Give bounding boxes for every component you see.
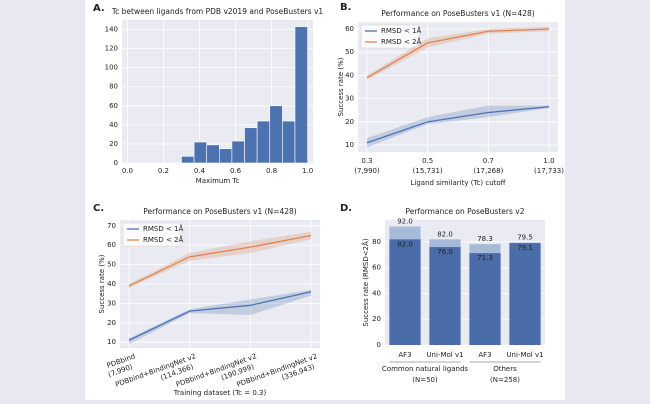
y-tick-label: 60	[372, 264, 381, 272]
y-tick-label: 50	[345, 48, 354, 56]
x-tick-label: 0.0	[122, 167, 133, 175]
x-axis-label: Maximum Tc	[196, 177, 240, 185]
confidence-band	[367, 105, 549, 148]
y-tick-label: 40	[345, 71, 354, 79]
series-line	[128, 291, 312, 341]
y-tick-label: 20	[372, 315, 381, 323]
y-tick-label: 80	[372, 238, 381, 246]
bar	[389, 239, 421, 345]
series-line	[128, 234, 312, 287]
histogram-bar	[206, 144, 220, 164]
y-tick-label: 20	[345, 118, 354, 126]
y-tick-label: 40	[109, 121, 118, 129]
histogram-bar	[219, 148, 233, 164]
y-tick-label: 0	[377, 341, 381, 349]
group-label: (N=258)	[490, 376, 520, 384]
chart-title: Tc between ligands from PDB v2019 and Po…	[111, 7, 324, 16]
group-label: Common natural ligands	[382, 365, 468, 373]
x-tick-label: 1.0	[302, 167, 313, 175]
y-tick-label: 120	[105, 45, 118, 53]
panel-label: B.	[340, 2, 351, 13]
x-tick-label: 0.2	[158, 167, 169, 175]
x-axis-label: Training dataset (Tc = 0.3)	[173, 389, 267, 397]
y-tick-label: 40	[107, 280, 116, 288]
value-label: 82.0	[397, 240, 413, 248]
bar	[509, 243, 541, 345]
y-tick-label: 20	[107, 319, 116, 327]
histogram-bar	[294, 26, 308, 164]
legend-label: RMSD < 2Å	[381, 37, 422, 46]
value-label: 79.1	[517, 244, 533, 252]
panel-label: D.	[340, 203, 352, 214]
bar	[429, 247, 461, 345]
y-tick-label: 10	[107, 338, 116, 346]
legend-label: RMSD < 2Å	[143, 235, 184, 244]
value-label: 71.3	[477, 254, 493, 262]
value-label: 78.3	[477, 235, 493, 243]
x-tick-label: AF3	[478, 351, 491, 359]
x-tick-count: (15,731)	[413, 167, 443, 175]
histogram-bar	[193, 141, 207, 164]
panel-label: A.	[93, 3, 105, 14]
chart-title: Performance on PoseBusters v1 (N=428)	[381, 9, 534, 18]
y-tick-label: 20	[109, 140, 118, 148]
y-tick-label: 80	[109, 83, 118, 91]
x-tick-label: 0.6	[230, 167, 242, 175]
y-tick-label: 60	[107, 241, 116, 249]
x-tick-label: 0.5	[422, 157, 433, 165]
confidence-band	[129, 231, 311, 288]
x-tick-label: 0.7	[483, 157, 494, 165]
x-tick-count: (17,268)	[473, 167, 503, 175]
y-axis-label: Success rate (RMSD<2Å)	[361, 238, 370, 326]
x-tick-label: 0.4	[194, 167, 206, 175]
value-label: 76.0	[437, 248, 453, 256]
y-tick-label: 30	[107, 299, 116, 307]
group-label: Others	[493, 365, 517, 373]
histogram-bar	[231, 140, 245, 164]
y-tick-label: 60	[109, 102, 118, 110]
y-tick-label: 40	[372, 289, 381, 297]
y-axis-label: Success rate (%)	[337, 57, 345, 116]
x-tick-label: Uni-Mol v1	[426, 351, 463, 359]
chart-title: Performance on PoseBusters v2	[406, 207, 525, 216]
histogram-bar	[282, 120, 296, 164]
x-axis-label: Ligand similarity (Tc) cutoff	[411, 179, 506, 187]
x-tick-label: Uni-Mol v1	[506, 351, 543, 359]
histogram-bar	[244, 127, 258, 164]
panel-label: C.	[93, 203, 104, 214]
value-label: 92.0	[397, 217, 413, 225]
y-tick-label: 70	[107, 222, 116, 230]
x-tick-count: (17,733)	[534, 167, 564, 175]
y-tick-label: 140	[105, 26, 118, 34]
y-axis-label: Success rate (%)	[98, 254, 106, 313]
x-tick-label: 1.0	[543, 157, 554, 165]
histogram-bar	[269, 105, 283, 164]
legend-label: RMSD < 1Å	[381, 26, 422, 35]
histogram-bar	[181, 156, 195, 164]
bar	[469, 253, 501, 345]
x-tick-label: 0.8	[266, 167, 277, 175]
y-tick-label: 60	[345, 25, 354, 33]
x-tick-label: 0.3	[361, 157, 372, 165]
x-tick-count: (7,990)	[354, 167, 380, 175]
y-tick-label: 10	[345, 141, 354, 149]
chart-title: Performance on PoseBusters v1 (N=428)	[143, 207, 296, 216]
y-tick-label: 0	[114, 159, 118, 167]
y-tick-label: 30	[345, 95, 354, 103]
value-label: 82.0	[437, 230, 453, 238]
series-line	[366, 28, 550, 79]
legend-label: RMSD < 1Å	[143, 224, 184, 233]
series-line	[366, 106, 550, 144]
y-tick-label: 100	[105, 64, 118, 72]
y-tick-label: 50	[107, 261, 116, 269]
group-label: (N=50)	[412, 376, 438, 384]
x-tick-label: AF3	[398, 351, 411, 359]
value-label: 79.5	[517, 234, 533, 242]
confidence-band	[129, 289, 311, 345]
histogram-bar	[256, 120, 271, 164]
